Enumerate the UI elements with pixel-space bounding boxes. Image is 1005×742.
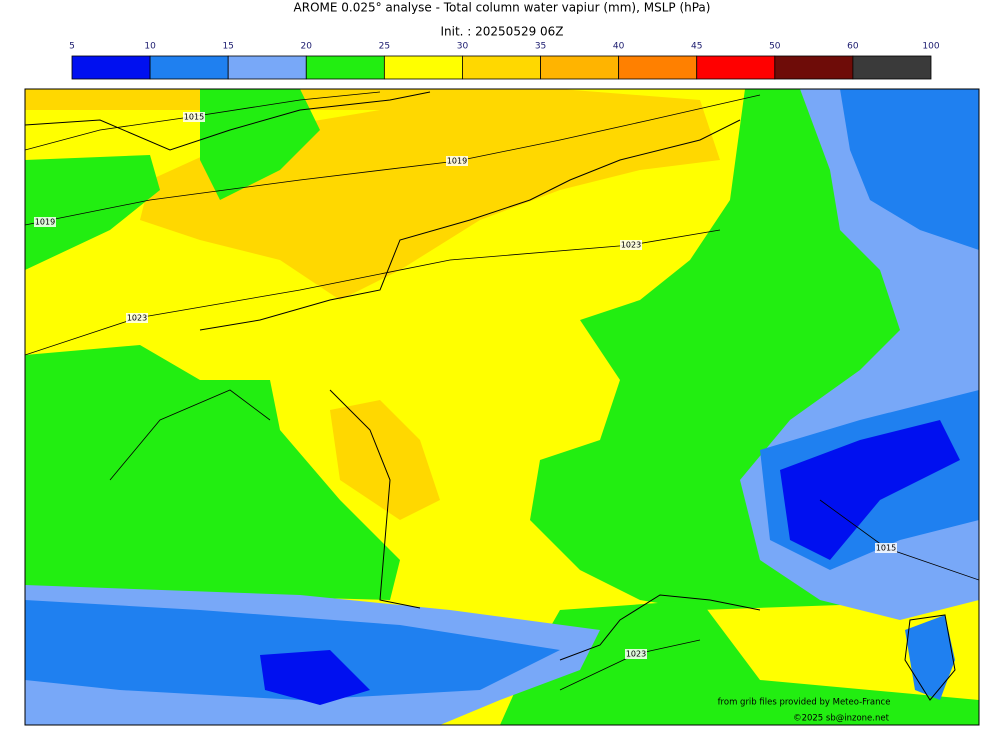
coastline <box>199 119 741 331</box>
colorbar-box <box>305 55 385 80</box>
isobar-label-bg <box>620 240 642 250</box>
subtitle: Init. : 20250529 06Z <box>440 25 563 39</box>
field-green <box>25 345 400 600</box>
colorbar: 5 10 15 20 25 30 35 40 45 50 60 100 <box>69 42 940 80</box>
isobar-label-bg <box>446 156 468 166</box>
title: AROME 0.025° analyse - Total column wate… <box>294 1 711 15</box>
isobar-label: 1023 <box>621 241 641 250</box>
colorbar-tick-label: 5 <box>69 42 75 52</box>
isobar-label: 1015 <box>876 544 896 553</box>
colorbar-tick-label: 100 <box>922 42 939 52</box>
isobar-label-bg <box>34 217 56 227</box>
map-field <box>25 89 979 725</box>
colorbar-box <box>618 55 698 80</box>
colorbar-tick-label: 20 <box>301 42 313 52</box>
isobar-label-bg <box>126 313 148 323</box>
isobar-label: 1023 <box>127 314 147 323</box>
isobar <box>25 229 721 356</box>
colorbar-tick-label: 30 <box>457 42 469 52</box>
isobar-label: 1023 <box>626 650 646 659</box>
colorbar-tick-label: 40 <box>613 42 625 52</box>
isobar-label-bg <box>875 543 897 553</box>
colorbar-box <box>71 55 151 80</box>
isobar-label: 1015 <box>184 113 204 122</box>
isobar-label: 1019 <box>35 218 55 227</box>
colorbar-box <box>227 55 307 80</box>
field-gold <box>330 400 440 520</box>
field-gold <box>25 89 720 300</box>
isobar-label-bg <box>183 112 205 122</box>
field-blue <box>840 89 979 250</box>
field-blue <box>905 615 955 700</box>
credit: ©2025 sb@inzone.net <box>793 714 890 724</box>
colorbar-tick-label: 50 <box>769 42 781 52</box>
coastline <box>329 389 421 609</box>
field-green <box>500 600 979 725</box>
colorbar-tick-label: 15 <box>222 42 233 52</box>
coastlines <box>25 91 956 701</box>
field-green <box>200 89 320 200</box>
colorbar-box <box>774 55 854 80</box>
credit: from grib files provided by Meteo-France <box>718 698 891 708</box>
colorbar-tick-label: 45 <box>691 42 702 52</box>
coastline <box>25 91 431 151</box>
colorbar-box <box>149 55 229 80</box>
colorbar-box <box>696 55 776 80</box>
colorbar-box <box>462 55 541 80</box>
colorbar-tick-label: 60 <box>847 42 859 52</box>
isobar-label-bg <box>625 649 647 659</box>
colorbar-box <box>852 55 932 80</box>
colorbar-tick-label: 10 <box>144 42 156 52</box>
field-blue <box>25 600 560 700</box>
coastline <box>904 614 956 701</box>
colorbar-box <box>540 55 620 80</box>
field-darkblue <box>260 650 370 705</box>
coastline <box>559 594 761 661</box>
isobar <box>109 389 271 481</box>
field-green <box>25 155 160 270</box>
colorbar-box <box>383 55 463 80</box>
colorbar-tick-label: 25 <box>379 42 390 52</box>
isobar-label: 1019 <box>447 157 467 166</box>
map-frame <box>24 88 980 726</box>
isobar-labels: 1015 1019 1019 1023 1023 1015 1023 <box>34 112 897 659</box>
colorbar-tick-label: 35 <box>535 42 546 52</box>
field-darkblue <box>780 420 960 560</box>
